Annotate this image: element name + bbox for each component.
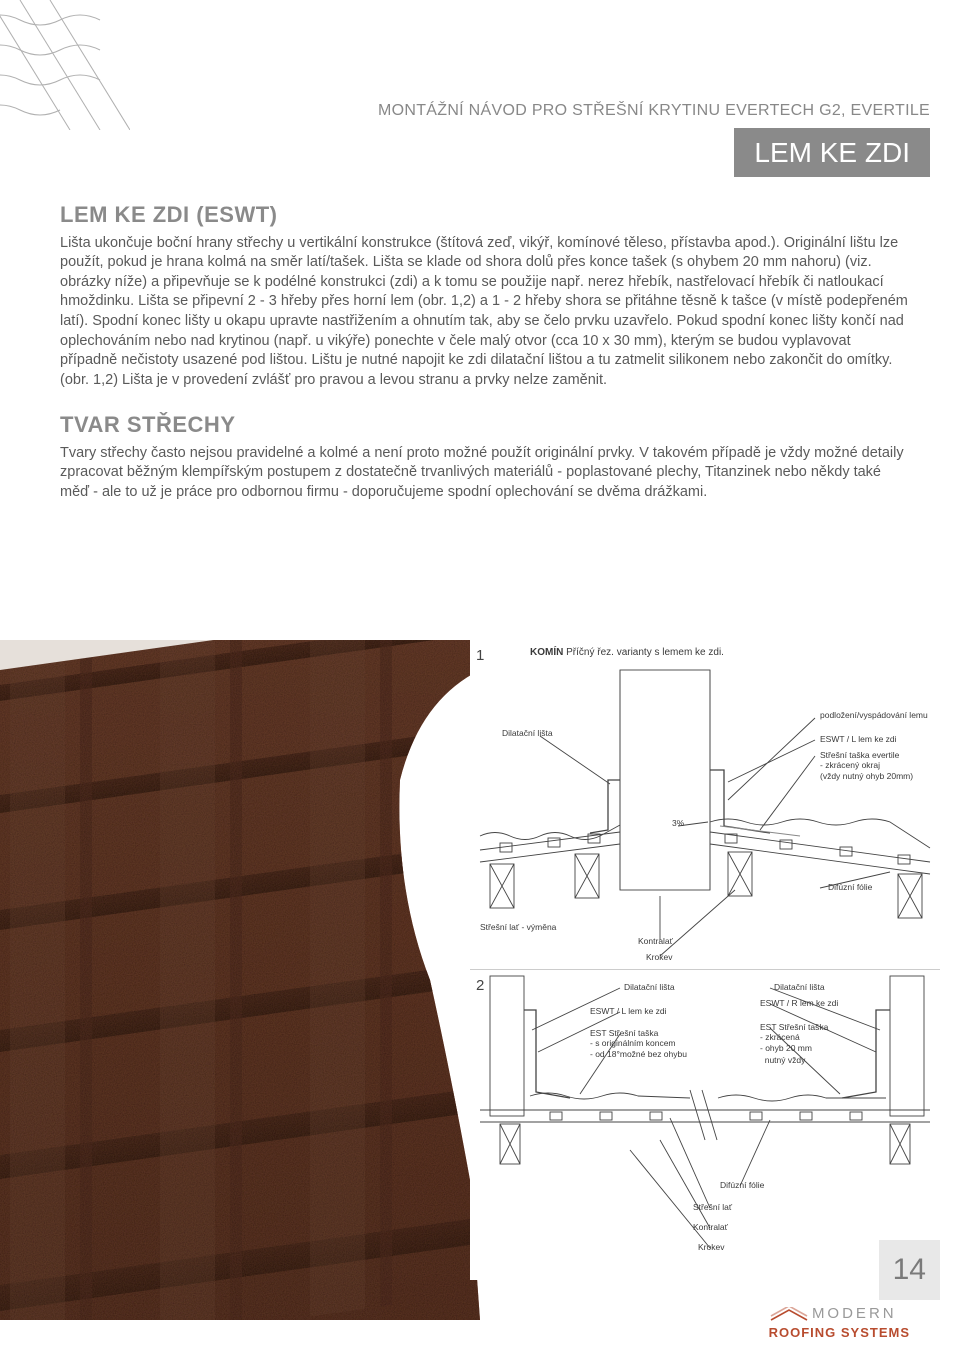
diagram-1-title-komin: KOMÍN: [530, 647, 563, 658]
section2-title: TVAR STŘECHY: [60, 410, 910, 440]
diagram-1-number: 1: [476, 646, 484, 666]
section1-title: LEM KE ZDI (ESWT): [60, 200, 910, 230]
page-header: MONTÁŽNÍ NÁVOD PRO STŘEŠNÍ KRYTINU EVERT…: [0, 100, 930, 177]
diagram-1-title-rest: Příčný řez. varianty s lemem ke zdi.: [566, 647, 724, 658]
roof-tile-photo: [0, 640, 480, 1310]
d1-label-krokev: Krokev: [646, 952, 672, 963]
d2-label-dilatacni-l: Dilatační lišta: [624, 982, 675, 993]
section2-body: Tvary střechy často nejsou pravidelné a …: [60, 444, 910, 503]
d2-label-est-l-sub: - s originálním koncem - od 18°možné bez…: [590, 1038, 687, 1061]
footer-brand-modern: MODERN: [812, 1305, 897, 1322]
footer-logo: MODERN ROOFING SYSTEMS: [769, 1304, 910, 1342]
header-title: LEM KE ZDI: [734, 128, 930, 178]
d1-label-3pct: 3%: [672, 818, 684, 829]
d2-label-stresni-lat: Střešní lať: [693, 1202, 732, 1213]
diagram-1: 1 KOMÍN Příčný řez. varianty s lemem ke …: [470, 640, 940, 970]
diagram-area: 1 KOMÍN Příčný řez. varianty s lemem ke …: [0, 640, 960, 1350]
header-subtitle: MONTÁŽNÍ NÁVOD PRO STŘEŠNÍ KRYTINU EVERT…: [0, 100, 930, 122]
d1-label-lat-vymena: Střešní lať - výměna: [480, 922, 556, 933]
d1-label-dilatacni: Dilatační lišta: [502, 728, 553, 739]
roof-logo-icon: [769, 1307, 809, 1323]
d2-label-kontralat: Kontralať: [693, 1222, 728, 1233]
d2-label-dilatacni-r: Dilatační lišta: [774, 982, 825, 993]
d1-label-eswt-l: ESWT / L lem ke zdi: [820, 734, 897, 745]
d1-label-kontralat: Kontralať: [638, 936, 673, 947]
technical-drawings: 1 KOMÍN Příčný řez. varianty s lemem ke …: [470, 640, 940, 1280]
section1-body: Lišta ukončuje boční hrany střechy u ver…: [60, 234, 910, 391]
d1-label-difuzni: Difúzní fólie: [828, 882, 872, 893]
d2-label-eswt-l: ESWT / L lem ke zdi: [590, 1006, 667, 1017]
d1-label-podlozeni: podložení/vyspádování lemu: [820, 710, 928, 721]
d2-label-difuzni: Difúzní fólie: [720, 1180, 764, 1191]
d1-label-taska-sub: - zkrácený okraj (vždy nutný ohyb 20mm): [820, 760, 913, 783]
diagram-2-number: 2: [476, 976, 484, 996]
footer-brand-roofing: ROOFING SYSTEMS: [769, 1325, 910, 1340]
d2-label-krokev: Krokev: [698, 1242, 724, 1253]
d2-label-est-r-sub: - zkrácená - ohyb 20 mm nutný vždy: [760, 1032, 812, 1066]
content-area: LEM KE ZDI (ESWT) Lišta ukončuje boční h…: [60, 200, 910, 523]
page-number: 14: [879, 1240, 940, 1301]
diagram-2: 2: [470, 970, 940, 1280]
d2-label-eswt-r: ESWT / R lem ke zdi: [760, 998, 838, 1009]
